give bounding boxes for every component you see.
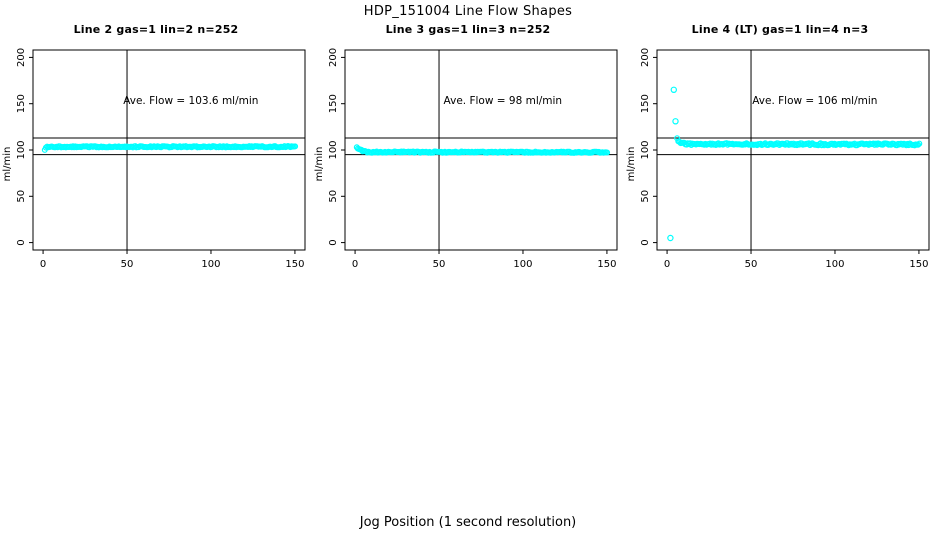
panel-plot-svg: 0 50 100 150 0 50 100 150 200 ml/min Ave. Flow = 1…: [626, 48, 930, 270]
svg-text:50: 50: [16, 190, 27, 203]
svg-text:150: 150: [597, 259, 616, 270]
svg-text:150: 150: [285, 259, 304, 270]
svg-text:150: 150: [16, 94, 27, 113]
x-axis-label: Jog Position (1 second resolution): [359, 515, 577, 530]
flow-panel-line2: Line 2 gas=1 lin=2 n=252 0 50 100 150 0 50 100…: [0, 20, 312, 274]
svg-text:0: 0: [16, 239, 27, 245]
y-axis-title: ml/min: [314, 147, 325, 182]
svg-text:100: 100: [825, 259, 844, 270]
flow-panel-line3: Line 3 gas=1 lin=3 n=252 0 50 100 150 0 50 100…: [312, 20, 624, 274]
svg-text:0: 0: [40, 259, 46, 270]
ave-flow-annotation: Ave. Flow = 106 ml/min: [752, 95, 877, 107]
svg-text:150: 150: [909, 259, 928, 270]
svg-text:100: 100: [328, 140, 339, 159]
ave-flow-annotation: Ave. Flow = 98 ml/min: [444, 95, 563, 107]
panel-plot-svg: 0 50 100 150 0 50 100 150 200 ml/min Ave. Flow = 9…: [314, 48, 618, 270]
svg-text:0: 0: [640, 239, 651, 245]
y-axis-title: ml/min: [626, 147, 637, 182]
panel-title: Line 4 (LT) gas=1 lin=4 n=3: [691, 23, 869, 36]
svg-text:50: 50: [328, 190, 339, 203]
panels-row: Line 2 gas=1 lin=2 n=252 0 50 100 150 0 50 100…: [0, 20, 936, 274]
panel-plot-svg: 0 50 100 150 0 50 100 150 200 ml/min Ave. Flow = 1…: [2, 48, 306, 270]
data-points: [41, 142, 299, 153]
y-axis: 0 50 100 150 200: [640, 48, 657, 246]
flow-panel-line4: Line 4 (LT) gas=1 lin=4 n=3 0 50 100 150 0 50…: [624, 20, 936, 274]
svg-text:0: 0: [664, 259, 670, 270]
y-axis: 0 50 100 150 200: [16, 48, 33, 246]
data-points: [667, 86, 923, 242]
svg-text:0: 0: [352, 259, 358, 270]
y-axis-title: ml/min: [2, 147, 13, 182]
x-axis: 0 50 100 150: [40, 250, 304, 270]
svg-text:100: 100: [201, 259, 220, 270]
svg-text:200: 200: [640, 48, 651, 67]
svg-text:0: 0: [328, 239, 339, 245]
data-points: [353, 144, 611, 156]
svg-text:150: 150: [328, 94, 339, 113]
svg-text:200: 200: [16, 48, 27, 67]
y-axis: 0 50 100 150 200: [328, 48, 345, 246]
svg-text:100: 100: [16, 140, 27, 159]
svg-text:50: 50: [433, 259, 446, 270]
svg-text:50: 50: [121, 259, 134, 270]
svg-text:150: 150: [640, 94, 651, 113]
ave-flow-annotation: Ave. Flow = 103.6 ml/min: [123, 95, 258, 107]
reference-lines: [33, 50, 305, 250]
svg-text:50: 50: [745, 259, 758, 270]
x-axis: 0 50 100 150: [352, 250, 616, 270]
x-axis: 0 50 100 150: [664, 250, 928, 270]
svg-text:200: 200: [328, 48, 339, 67]
svg-text:100: 100: [640, 140, 651, 159]
panel-title: Line 2 gas=1 lin=2 n=252: [73, 23, 239, 36]
panel-title: Line 3 gas=1 lin=3 n=252: [385, 23, 551, 36]
reference-lines: [657, 50, 929, 250]
svg-text:50: 50: [640, 190, 651, 203]
plot-box: [656, 49, 930, 251]
svg-text:100: 100: [513, 259, 532, 270]
figure-title: HDP_151004 Line Flow Shapes: [363, 4, 573, 19]
